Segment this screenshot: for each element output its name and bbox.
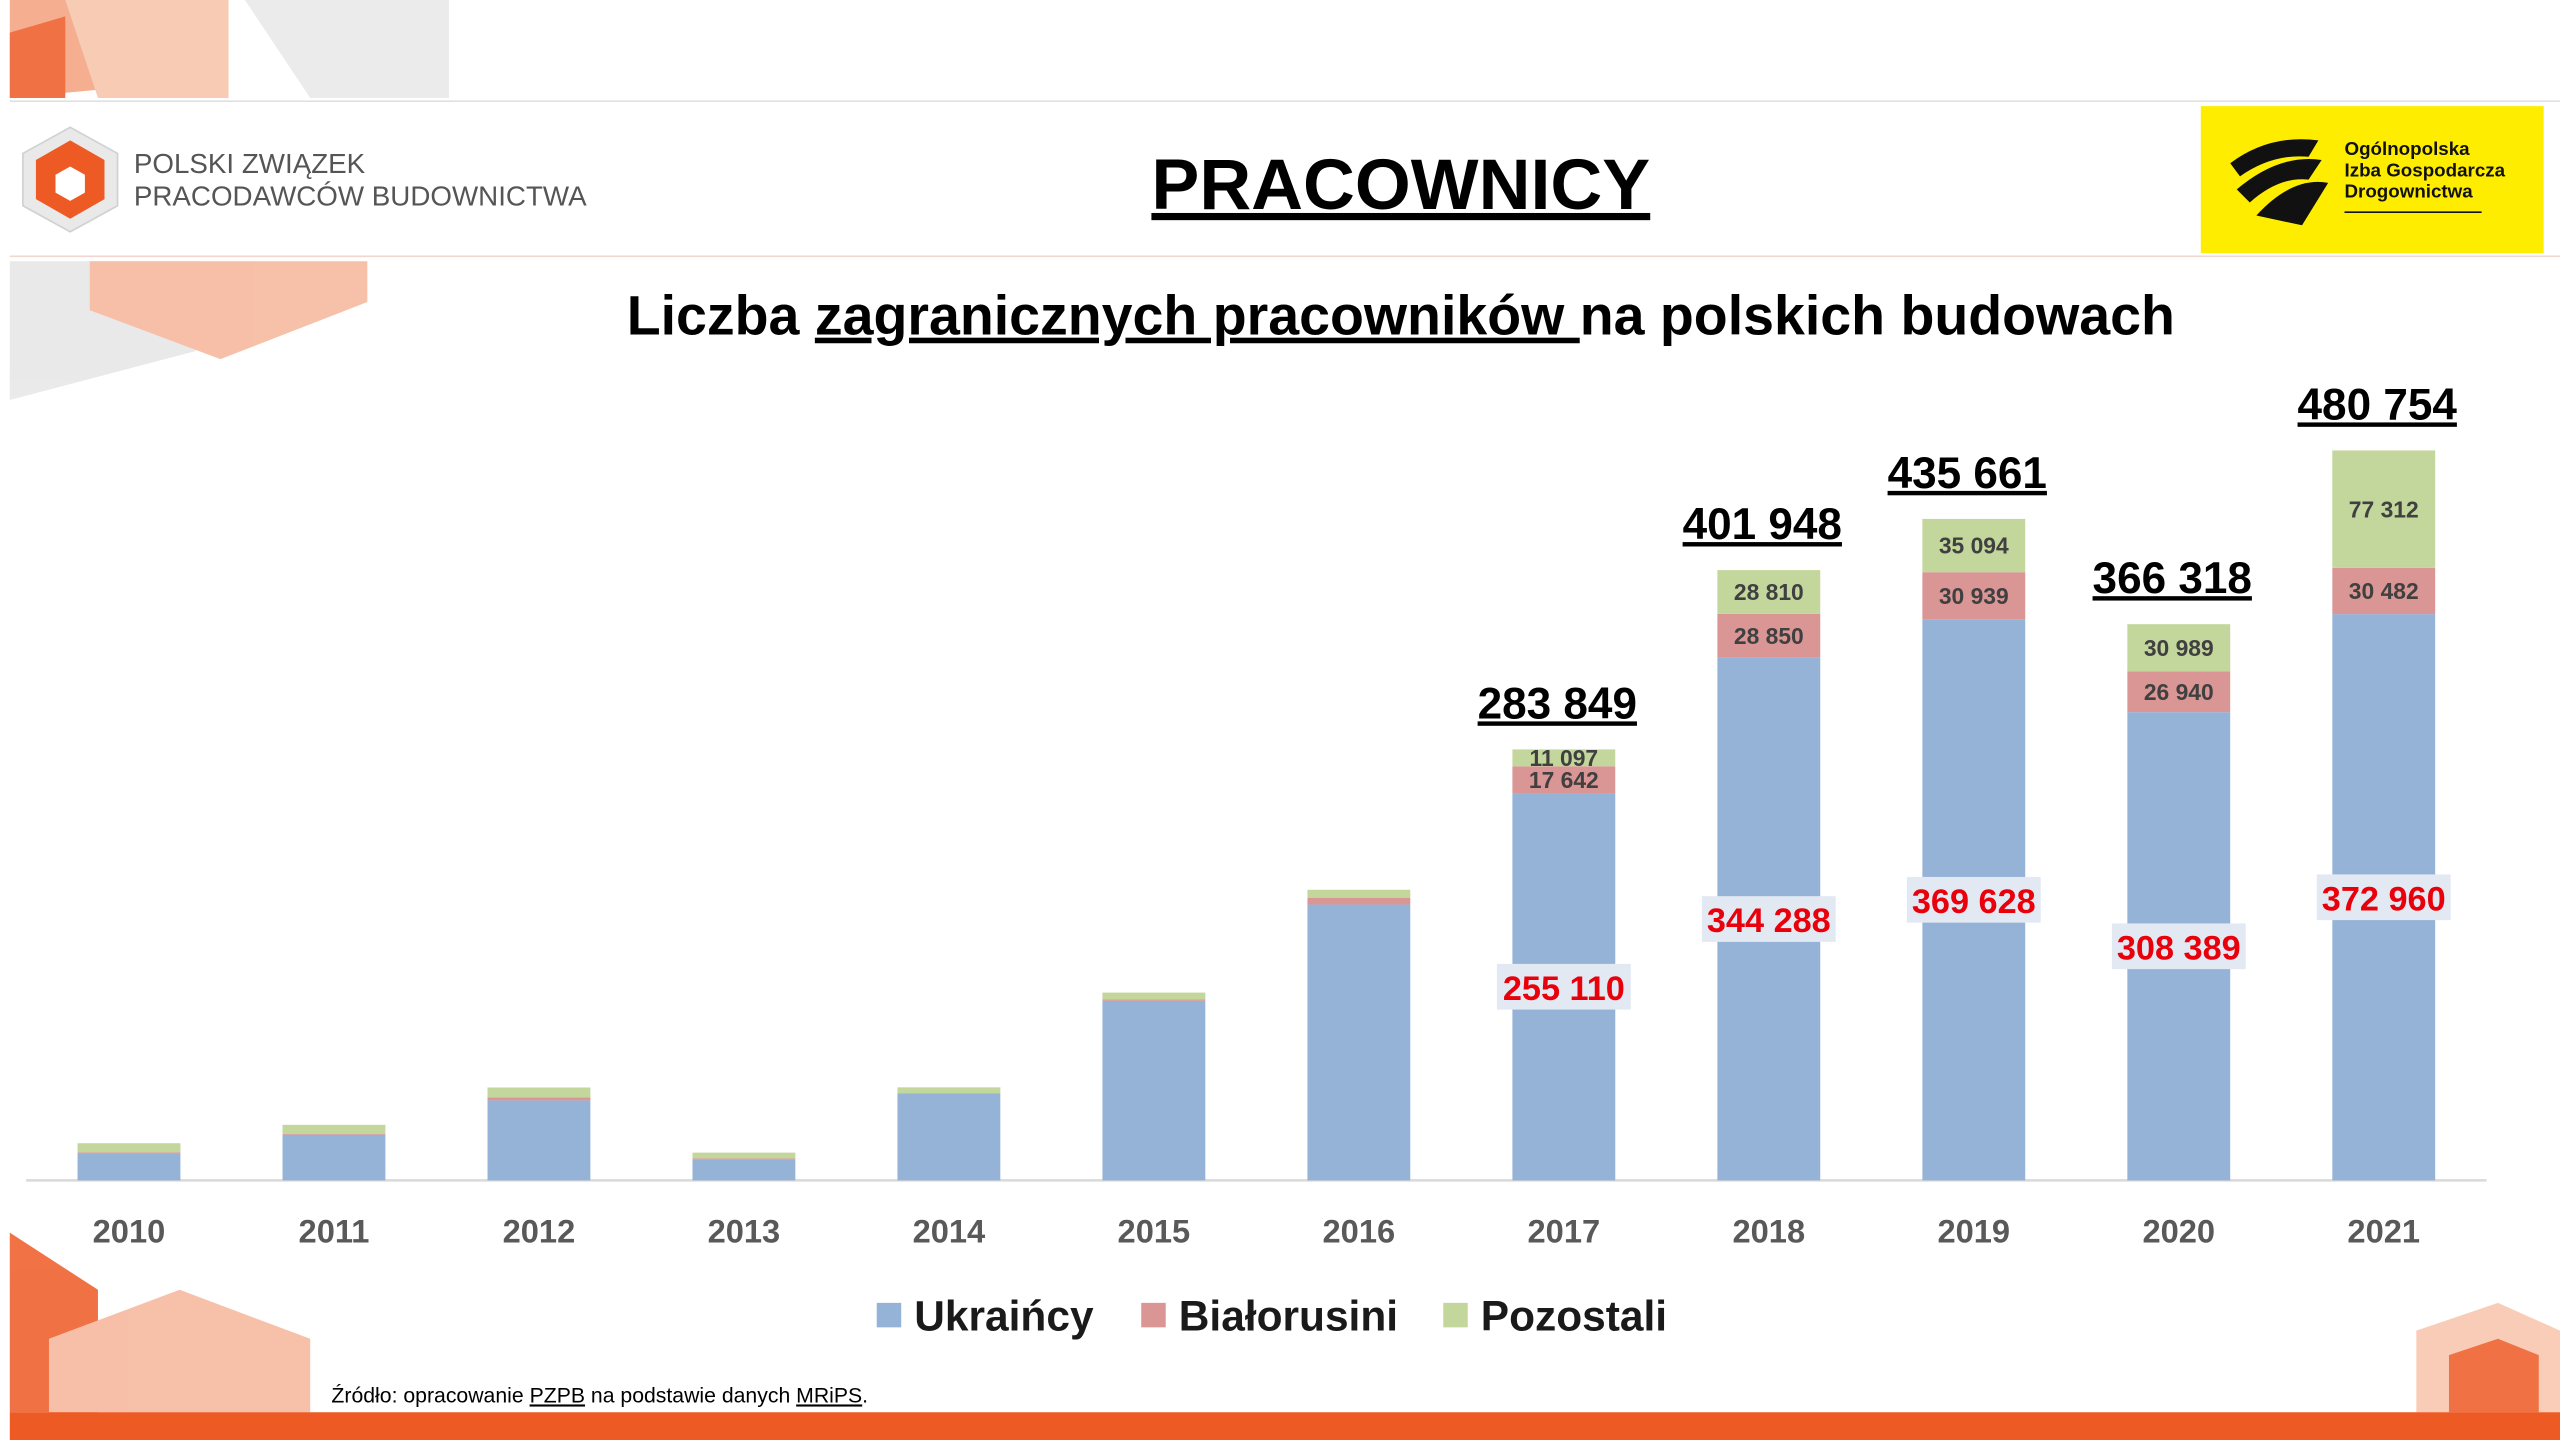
chart-title: Liczba zagranicznych pracowników na pols… xyxy=(627,285,2175,347)
bar-segment xyxy=(897,1087,1001,1094)
label-box xyxy=(1906,876,2041,923)
bar-segment xyxy=(1102,999,1206,1001)
source-part: PZPB xyxy=(530,1384,585,1407)
bar-segment xyxy=(1922,572,2026,620)
data-label: 30 482 xyxy=(2349,578,2419,604)
data-label: 35 094 xyxy=(1939,533,2009,559)
source-part: . xyxy=(862,1384,868,1407)
x-tick-label: 2021 xyxy=(2347,1212,2420,1249)
x-tick-label: 2017 xyxy=(1528,1212,1601,1249)
x-tick-label: 2015 xyxy=(1118,1212,1191,1249)
legend-swatch xyxy=(876,1302,902,1328)
bar-segment xyxy=(692,1159,796,1181)
title-part: na polskich budowach xyxy=(1580,285,2175,347)
data-label: 344 288 xyxy=(1707,902,1831,940)
title-part: zagranicznych pracowników xyxy=(815,285,1580,347)
data-label: 11 097 xyxy=(1530,745,1599,771)
source-part: Źródło: opracowanie xyxy=(331,1382,529,1407)
legend-label: Pozostali xyxy=(1481,1293,1667,1340)
data-label: 30 939 xyxy=(1939,583,2009,609)
bar-segment xyxy=(2127,671,2231,713)
data-label: 77 312 xyxy=(2349,496,2419,522)
data-label: 30 989 xyxy=(2144,635,2214,661)
right-logo: Ogólnopolska Izba Gospodarcza Drogownict… xyxy=(2200,106,2544,254)
legend-label: Białorusini xyxy=(1179,1293,1398,1340)
bar-segment xyxy=(1512,766,1616,794)
plot: 2010 2011 2012 2013 2014 2015 2016 2017 255 110 1… xyxy=(77,380,2458,1249)
bar-segment xyxy=(487,1100,591,1181)
bar-segment xyxy=(282,1124,386,1134)
bar-segment xyxy=(282,1134,386,1181)
data-label: 369 628 xyxy=(1912,883,2036,921)
data-label: 26 940 xyxy=(2144,679,2214,705)
bar-segment xyxy=(1307,904,1411,1181)
x-tick-label: 2018 xyxy=(1733,1212,1806,1249)
bar-segment xyxy=(77,1153,181,1181)
bar-segment xyxy=(282,1133,386,1135)
total-label: 283 849 xyxy=(1478,679,1637,728)
legend-swatch xyxy=(1443,1302,1468,1328)
label-box xyxy=(1496,963,1631,1010)
bar-segment xyxy=(2332,450,2436,568)
bar-segment xyxy=(1102,992,1206,1000)
x-tick-label: 2013 xyxy=(708,1212,781,1249)
source: Źródło: opracowanie PZPB na podstawie da… xyxy=(331,1382,868,1407)
legend-label: Ukraińcy xyxy=(914,1293,1094,1340)
bar-segment xyxy=(487,1087,591,1098)
bar-segment xyxy=(692,1152,796,1159)
bar-segment xyxy=(1922,518,2026,573)
label-box xyxy=(1701,896,1836,942)
bar-segment xyxy=(1512,749,1616,767)
total-label: 480 754 xyxy=(2298,380,2458,429)
bar-segment xyxy=(1717,570,1821,614)
bar-segment xyxy=(2127,624,2231,672)
logo-text: Izba Gospodarcza xyxy=(2344,159,2505,180)
source-part: na podstawie danych xyxy=(585,1384,796,1407)
data-label: 28 810 xyxy=(1734,579,1804,605)
data-label: 372 960 xyxy=(2322,880,2446,918)
bar-segment xyxy=(1307,897,1411,905)
data-label: 255 110 xyxy=(1503,970,1625,1008)
x-tick-label: 2012 xyxy=(503,1212,576,1249)
bar-segment xyxy=(1102,1000,1206,1181)
data-label: 308 389 xyxy=(2117,929,2241,967)
x-tick-label: 2010 xyxy=(93,1212,166,1249)
logo-text: Ogólnopolska xyxy=(2344,138,2470,159)
logo-text: POLSKI ZWIĄZEK xyxy=(134,148,366,179)
bar-segment xyxy=(487,1097,591,1101)
label-box xyxy=(2316,874,2451,921)
total-label: 401 948 xyxy=(1683,500,1842,549)
bar-segment xyxy=(2332,567,2436,615)
page-title: PRACOWNICY xyxy=(1151,145,1650,225)
left-logo: POLSKI ZWIĄZEK PRACODAWCÓW BUDOWNICTWA xyxy=(22,126,587,233)
label-box xyxy=(2111,923,2246,970)
x-tick-label: 2014 xyxy=(913,1212,986,1249)
data-label: 28 850 xyxy=(1734,623,1804,649)
logo-text: PRACODAWCÓW BUDOWNICTWA xyxy=(134,181,587,212)
legend: Ukraińcy Białorusini Pozostali xyxy=(876,1293,1667,1340)
bar-segment xyxy=(897,1093,1001,1181)
title-part: Liczba xyxy=(627,285,815,347)
bar-segment xyxy=(897,1093,1001,1094)
x-tick-label: 2011 xyxy=(299,1212,370,1249)
decoration xyxy=(9,0,2560,1413)
source-part: MRiPS xyxy=(796,1384,862,1407)
bar-segment xyxy=(77,1143,181,1153)
x-tick-label: 2016 xyxy=(1323,1212,1396,1249)
bar-segment xyxy=(1307,889,1411,898)
logo-text: Drogownictwa xyxy=(2344,181,2473,202)
bar-segment xyxy=(77,1152,181,1154)
legend-swatch xyxy=(1141,1302,1166,1328)
x-tick-label: 2020 xyxy=(2142,1212,2215,1249)
bar-segment xyxy=(1717,613,1821,658)
data-label: 17 642 xyxy=(1529,767,1599,793)
total-label: 435 661 xyxy=(1888,449,2047,498)
x-tick-label: 2019 xyxy=(1937,1212,2010,1249)
bar-segment xyxy=(692,1158,796,1160)
footer-bar xyxy=(9,1412,2560,1440)
total-label: 366 318 xyxy=(2093,554,2252,603)
